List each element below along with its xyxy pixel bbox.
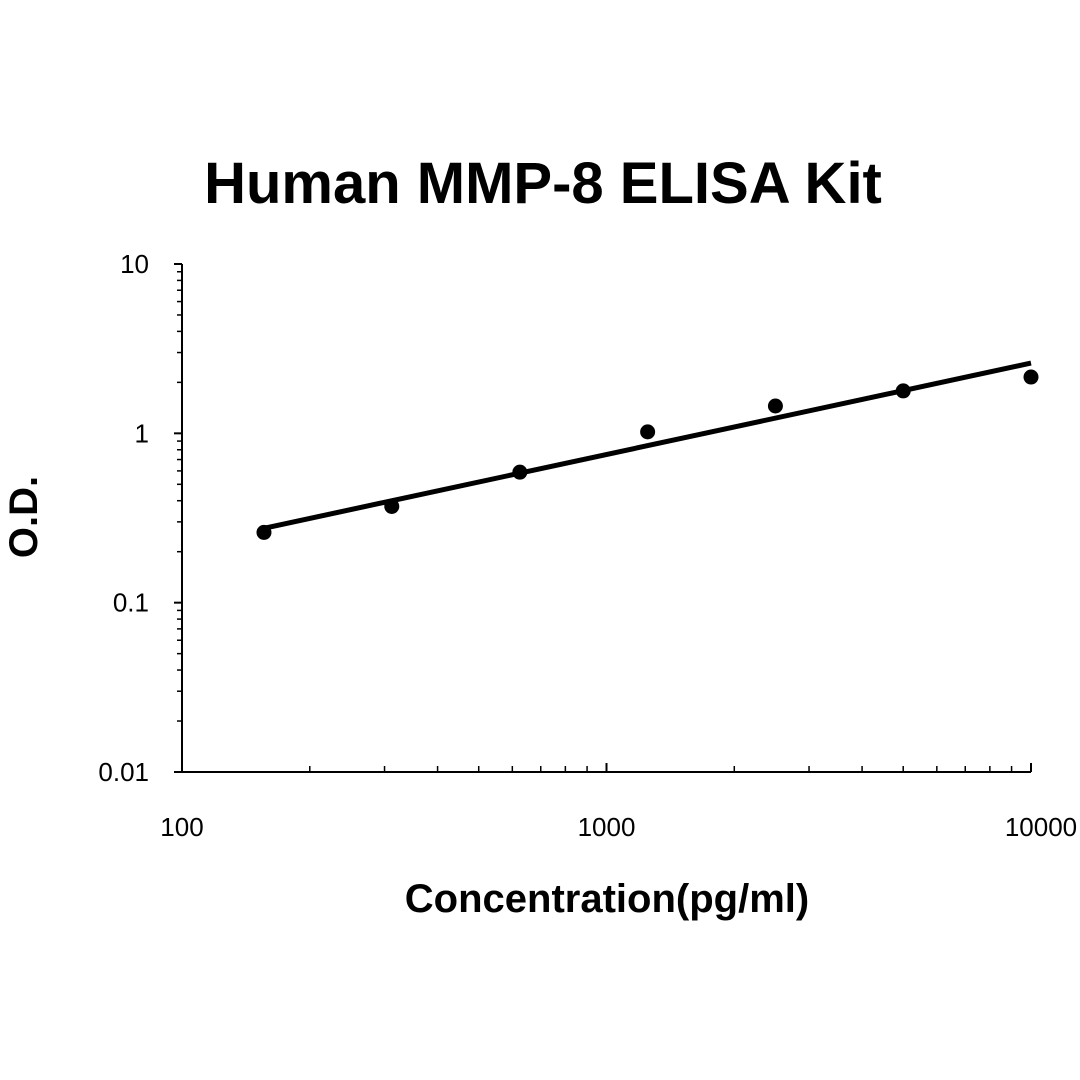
data-point — [256, 524, 272, 540]
x-axis-title: Concentration(pg/ml) — [405, 877, 809, 921]
y-axis-ticks — [174, 263, 182, 773]
x-axis-ticks — [181, 763, 1032, 772]
data-point — [767, 398, 783, 414]
trendline-group — [263, 360, 1032, 531]
y-tick-label: 10 — [120, 249, 149, 279]
chart-title: Human MMP-8 ELISA Kit — [204, 151, 882, 216]
data-point — [640, 424, 656, 440]
x-tick-label: 100 — [160, 812, 203, 842]
y-axis-tick-labels: 0.01 0.1 1 10 — [98, 249, 149, 787]
y-tick-label: 1 — [135, 418, 149, 448]
data-point — [895, 383, 911, 399]
data-points-group — [256, 369, 1039, 540]
x-tick-label: 1000 — [578, 812, 636, 842]
x-axis-tick-labels: 100 1000 10000 — [160, 812, 1077, 842]
data-point — [1023, 369, 1039, 385]
y-tick-label: 0.01 — [98, 757, 149, 787]
x-tick-label: 10000 — [1005, 812, 1077, 842]
y-axis-title: O.D. — [2, 476, 46, 558]
y-tick-label: 0.1 — [113, 588, 149, 618]
data-point — [512, 464, 528, 480]
trendline — [263, 360, 1032, 531]
data-point — [384, 498, 400, 514]
